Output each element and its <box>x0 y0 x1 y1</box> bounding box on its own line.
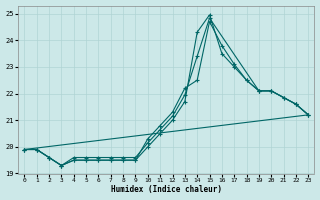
X-axis label: Humidex (Indice chaleur): Humidex (Indice chaleur) <box>111 185 222 194</box>
